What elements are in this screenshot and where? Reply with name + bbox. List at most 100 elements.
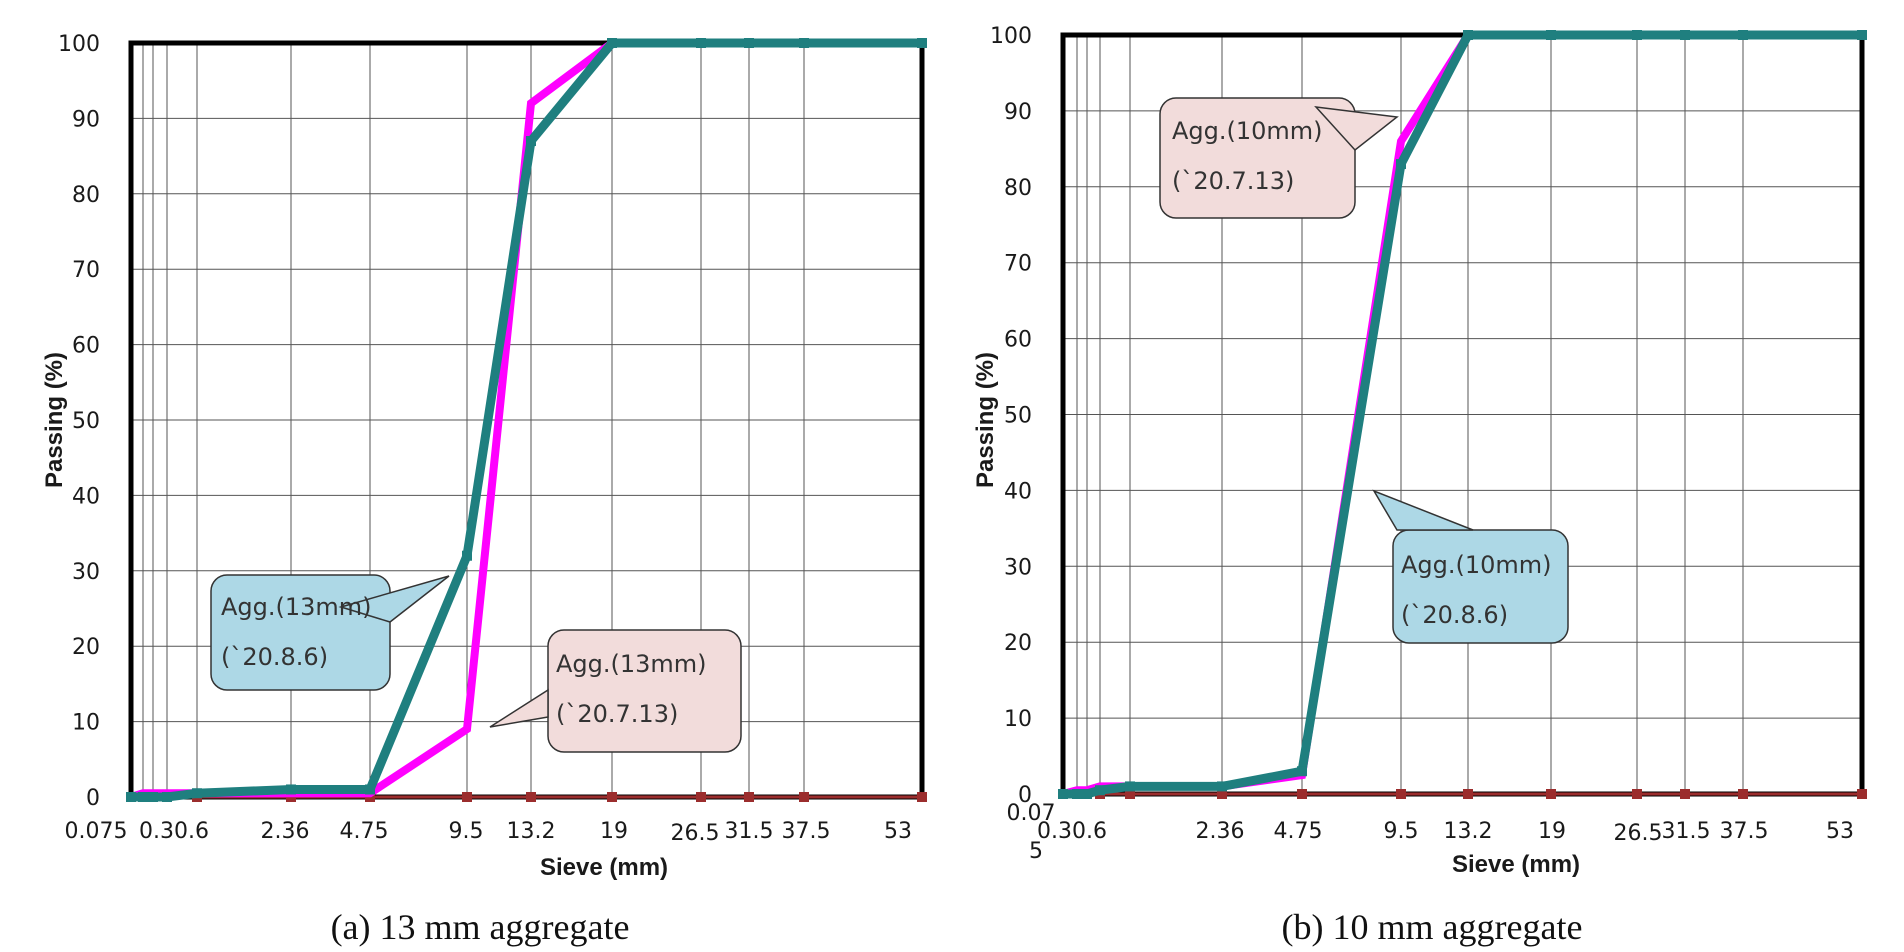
data-point-marker bbox=[696, 38, 706, 48]
data-point-marker bbox=[744, 38, 754, 48]
chart-b-svg: 0 10 20 30 40 50 60 70 80 90 100 0.07 50.30.6 2.36 4.7… bbox=[972, 24, 1867, 878]
x-tick-label: 13.2 bbox=[1444, 819, 1493, 844]
data-point-marker bbox=[526, 136, 536, 147]
callout-label-line2: (`20.7.13) bbox=[1172, 167, 1294, 195]
data-point-marker bbox=[1738, 30, 1748, 40]
data-point-marker bbox=[286, 784, 296, 795]
data-point-marker bbox=[1632, 789, 1642, 799]
x-tick-label: 19 bbox=[600, 819, 628, 844]
y-tick-label: 90 bbox=[1004, 100, 1032, 125]
y-tick-label: 40 bbox=[72, 484, 100, 509]
data-point-marker bbox=[1463, 789, 1473, 799]
x-axis-title: Sieve (mm) bbox=[540, 854, 668, 881]
x-tick-label: 26.5 bbox=[671, 821, 720, 846]
data-point-marker bbox=[126, 792, 136, 802]
data-point-marker bbox=[696, 792, 706, 802]
x-tick-label: 19 bbox=[1538, 819, 1566, 844]
callout-label-line2: (`20.8.6) bbox=[221, 643, 328, 671]
x-tick-label: 4.75 bbox=[1274, 819, 1323, 844]
data-point-marker bbox=[917, 38, 927, 48]
data-point-marker bbox=[1072, 789, 1082, 799]
chart-b-caption: (b) 10 mm aggregate bbox=[1281, 907, 1583, 947]
x-tick-label: 37.5 bbox=[782, 819, 831, 844]
x-tick-label: 5 bbox=[1029, 839, 1043, 864]
data-point-marker bbox=[1463, 30, 1473, 40]
callout-tail bbox=[489, 688, 549, 728]
y-tick-label: 10 bbox=[1004, 707, 1032, 732]
data-point-marker bbox=[1396, 789, 1406, 799]
data-point-marker bbox=[1217, 781, 1227, 792]
data-point-marker bbox=[1125, 789, 1135, 799]
data-point-marker bbox=[1680, 30, 1690, 40]
callout-box bbox=[210, 574, 391, 691]
x-tick-label: 4.75 bbox=[340, 819, 389, 844]
x-tick-label: 0.30.6 bbox=[139, 819, 209, 844]
y-tick-label: 90 bbox=[72, 107, 100, 132]
callout-box bbox=[1392, 529, 1569, 644]
callout-label-line1: Agg.(10mm) bbox=[1401, 551, 1552, 579]
x-tick-label: 31.5 bbox=[725, 819, 774, 844]
x-tick-label: 0.30.6 bbox=[1037, 819, 1107, 844]
data-point-marker bbox=[1680, 789, 1690, 799]
data-point-marker bbox=[799, 792, 809, 802]
data-point-marker bbox=[1632, 30, 1642, 40]
data-point-marker bbox=[365, 784, 375, 795]
data-point-marker bbox=[162, 792, 172, 802]
data-point-marker bbox=[1396, 159, 1406, 170]
y-tick-label: 30 bbox=[1004, 555, 1032, 580]
data-point-marker bbox=[148, 792, 158, 802]
x-tick-label: 31.5 bbox=[1662, 819, 1711, 844]
data-point-marker bbox=[799, 38, 809, 48]
data-point-marker bbox=[1857, 30, 1867, 40]
x-tick-label: 0.075 bbox=[65, 819, 128, 844]
data-point-marker bbox=[526, 792, 536, 802]
x-tick-label: 2.36 bbox=[1196, 819, 1245, 844]
callout-box bbox=[547, 629, 742, 753]
x-tick-label: 13.2 bbox=[507, 819, 556, 844]
chart-panel-a: 0 10 20 30 40 50 60 70 80 90 100 0.075 0.30.6 2.36 4.7… bbox=[41, 32, 927, 947]
x-tick-label: 9.5 bbox=[449, 819, 484, 844]
y-tick-label: 100 bbox=[58, 32, 100, 57]
y-tick-label: 40 bbox=[1004, 479, 1032, 504]
data-point-marker bbox=[462, 792, 472, 802]
x-tick-label: 2.36 bbox=[261, 819, 310, 844]
y-tick-label: 80 bbox=[1004, 176, 1032, 201]
chart-a-svg: 0 10 20 30 40 50 60 70 80 90 100 0.075 0.30.6 2.36 4.7… bbox=[41, 32, 927, 881]
x-tick-label: 37.5 bbox=[1720, 819, 1769, 844]
y-tick-label: 50 bbox=[72, 409, 100, 434]
x-tick-label: 26.5 bbox=[1614, 821, 1663, 846]
callout-tail bbox=[1372, 489, 1474, 531]
y-axis-title: Passing (%) bbox=[41, 352, 68, 488]
data-point-marker bbox=[1217, 789, 1227, 799]
y-tick-label: 50 bbox=[1004, 404, 1032, 429]
x-axis-title: Sieve (mm) bbox=[1452, 851, 1580, 878]
data-point-marker bbox=[607, 792, 617, 802]
annotation-callout: Agg.(13mm) (`20.7.13) bbox=[489, 629, 742, 753]
y-tick-label: 20 bbox=[72, 635, 100, 660]
data-point-marker bbox=[1857, 789, 1867, 799]
data-point-marker bbox=[1095, 785, 1105, 796]
data-point-marker bbox=[1738, 789, 1748, 799]
y-tick-label: 70 bbox=[72, 258, 100, 283]
data-point-marker bbox=[192, 788, 202, 799]
data-point-marker bbox=[744, 792, 754, 802]
y-tick-label: 80 bbox=[72, 183, 100, 208]
callout-label-line1: Agg.(13mm) bbox=[556, 650, 707, 678]
data-point-marker bbox=[462, 550, 472, 561]
callout-seam bbox=[341, 607, 390, 622]
y-tick-label: 60 bbox=[72, 334, 100, 359]
x-tick-label: 53 bbox=[1826, 819, 1854, 844]
callout-label-line2: (`20.7.13) bbox=[556, 700, 678, 728]
x-tick-label: 53 bbox=[884, 819, 912, 844]
annotation-callout: Agg.(10mm) (`20.7.13) bbox=[1159, 97, 1399, 219]
y-tick-label: 70 bbox=[1004, 252, 1032, 277]
callout-label-line1: Agg.(13mm) bbox=[221, 593, 372, 621]
y-tick-label: 10 bbox=[72, 711, 100, 736]
y-axis-title: Passing (%) bbox=[972, 352, 999, 488]
annotation-callout: Agg.(13mm) (`20.8.6) bbox=[210, 574, 450, 691]
data-point-marker bbox=[1297, 789, 1307, 799]
callout-seam bbox=[1316, 107, 1355, 150]
data-point-marker bbox=[1058, 789, 1068, 799]
data-point-marker bbox=[1125, 781, 1135, 792]
chart-a-caption: (a) 13 mm aggregate bbox=[330, 907, 630, 947]
